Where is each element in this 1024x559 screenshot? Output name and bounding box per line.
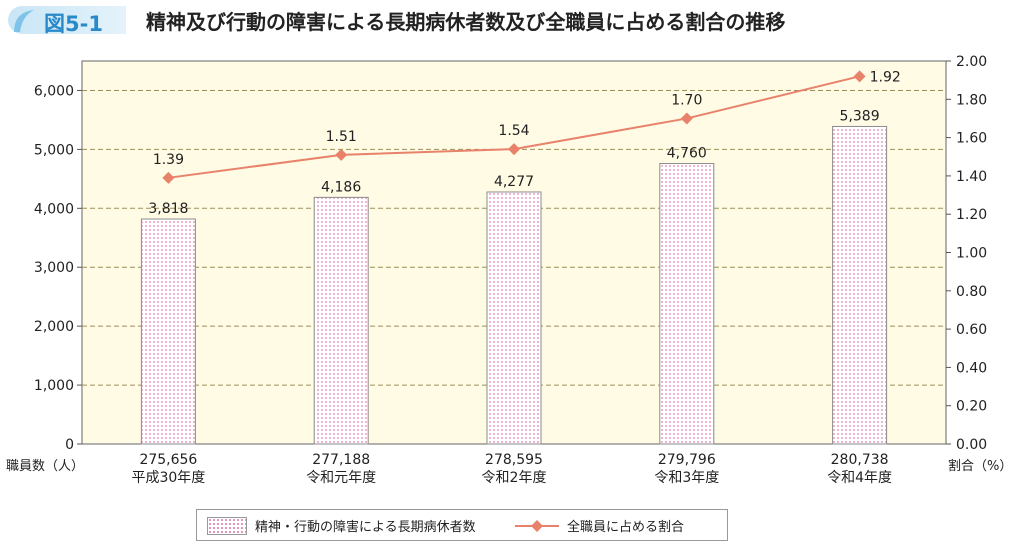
legend-label-line: 全職員に占める割合 [567, 520, 685, 535]
y-right-tick-label: 1.20 [956, 207, 987, 223]
ratio-marker [508, 143, 520, 156]
bar-value-label: 3,818 [148, 201, 188, 217]
y-right-tick-label: 0.60 [956, 322, 987, 338]
figure-header: 図5-1 精神及び行動の障害による長期病休者数及び全職員に占める割合の推移 [8, 4, 1016, 38]
y-left-tick-label: 4,000 [34, 201, 74, 217]
y-right-tick-label: 1.40 [956, 169, 987, 185]
y-left-tick-label: 0 [65, 437, 74, 453]
figure-number: 図5-1 [44, 12, 103, 36]
legend-bar-swatch [207, 516, 247, 535]
y-right-tick-label: 0.40 [956, 360, 987, 376]
axes: 0 1,000 2,000 3,000 4,000 5,000 6,000 0.00 0.20 0… [6, 54, 1012, 474]
legend: 精神・行動の障害による長期病休者数 全職員に占める割合 [196, 509, 728, 541]
bar-value-label: 4,760 [667, 146, 707, 162]
y-right-axis-title: 割合（%） [948, 458, 1012, 474]
y-left-axis-title: 職員数（人） [6, 459, 84, 474]
y-right-tick-label: 0.20 [956, 399, 987, 415]
ratio-line [162, 70, 866, 184]
bars [140, 125, 888, 445]
legend-item-line: 全職員に占める割合 [515, 516, 684, 535]
bar [486, 191, 542, 445]
figure-number-badge: 図5-1 [8, 6, 126, 36]
x-total-staff-label: 280,738 [831, 452, 889, 468]
x-total-staff-label: 279,796 [658, 452, 716, 468]
ratio-value-label: 1.39 [153, 152, 184, 168]
figure-title: 精神及び行動の障害による長期病休者数及び全職員に占める割合の推移 [146, 10, 786, 34]
x-total-staff-label: 275,656 [139, 452, 197, 468]
ratio-marker [162, 171, 175, 184]
y-left-tick-label: 2,000 [34, 319, 74, 335]
legend-line-swatch [515, 518, 559, 534]
legend-label-bars: 精神・行動の障害による長期病休者数 [255, 520, 476, 535]
y-right-tick-label: 1.60 [956, 131, 987, 147]
ratio-value-label: 1.51 [326, 129, 357, 145]
ratio-value-label: 1.92 [870, 69, 901, 85]
bar [832, 125, 888, 445]
x-category-label: 令和4年度 [827, 470, 892, 486]
y-right-tick-label: 0.80 [956, 284, 987, 300]
bar-value-label: 4,186 [321, 179, 361, 195]
badge-curl-icon [14, 10, 34, 32]
x-category-label: 令和3年度 [654, 470, 719, 486]
bar-value-label: 4,277 [494, 174, 534, 190]
labels: 3,818 4,186 4,277 4,760 5,389 275,656 平成30年度 27… [131, 69, 900, 486]
bar [140, 218, 196, 445]
y-left-tick-label: 6,000 [34, 83, 74, 99]
y-right-tick-label: 1.00 [956, 246, 987, 262]
y-left-tick-label: 5,000 [34, 142, 74, 158]
ratio-marker [680, 112, 693, 125]
y-right-tick-label: 1.80 [956, 92, 987, 108]
ratio-marker [335, 148, 348, 161]
bar [659, 163, 715, 445]
legend-item-bars: 精神・行動の障害による長期病休者数 [207, 516, 476, 535]
ratio-value-label: 1.54 [498, 123, 529, 139]
y-left-tick-label: 3,000 [34, 260, 74, 276]
bar [313, 196, 369, 445]
y-right-tick-label: 0.00 [956, 437, 987, 453]
bar-value-label: 5,389 [840, 108, 880, 124]
y-right-tick-label: 2.00 [956, 54, 987, 70]
x-total-staff-label: 277,188 [312, 452, 370, 468]
y-left-tick-label: 1,000 [34, 378, 74, 394]
x-category-label: 令和元年度 [306, 470, 376, 486]
ratio-marker [853, 70, 866, 83]
x-total-staff-label: 278,595 [485, 452, 543, 468]
ratio-value-label: 1.70 [671, 92, 702, 108]
diamond-marker-icon [515, 519, 559, 532]
x-category-label: 令和2年度 [482, 470, 547, 486]
x-category-label: 平成30年度 [131, 470, 205, 486]
